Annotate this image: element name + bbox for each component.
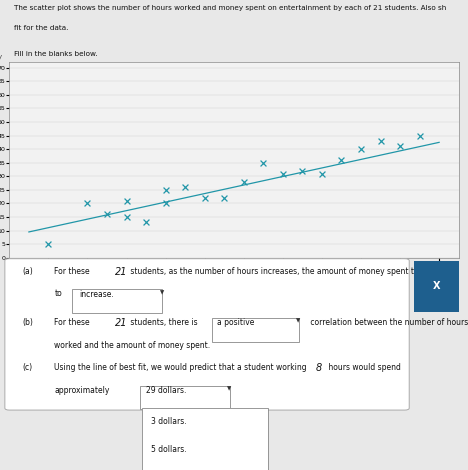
Text: (a): (a)	[23, 267, 34, 276]
Point	[377, 137, 384, 145]
Text: (c): (c)	[23, 363, 33, 372]
Point	[357, 145, 365, 153]
Text: y: y	[0, 55, 2, 61]
Text: fit for the data.: fit for the data.	[14, 25, 68, 31]
Point	[123, 197, 130, 204]
X-axis label: Number of hours worked: Number of hours worked	[187, 270, 281, 279]
Text: ▼: ▼	[296, 319, 300, 323]
Point	[162, 186, 169, 194]
Point	[84, 200, 91, 207]
Text: approximately: approximately	[54, 385, 110, 394]
Text: 21: 21	[115, 318, 127, 328]
Point	[162, 200, 169, 207]
Point	[318, 170, 326, 177]
Text: 21: 21	[115, 267, 127, 277]
Point	[142, 219, 150, 226]
Point	[220, 194, 228, 202]
Point	[123, 213, 130, 221]
Text: 3 dollars.: 3 dollars.	[151, 417, 187, 426]
Text: ▼: ▼	[227, 386, 232, 391]
Text: correlation between the number of hours: correlation between the number of hours	[308, 319, 468, 328]
Point	[416, 132, 424, 139]
Point	[182, 183, 189, 191]
Point	[279, 170, 286, 177]
Text: For these: For these	[54, 318, 92, 327]
Point	[201, 194, 208, 202]
Point	[338, 156, 345, 164]
FancyBboxPatch shape	[142, 436, 268, 463]
Text: ▼: ▼	[160, 290, 164, 296]
Text: a positive: a positive	[217, 319, 255, 328]
Text: increase.: increase.	[79, 290, 114, 299]
Text: For these: For these	[54, 267, 92, 276]
Point	[299, 167, 306, 175]
Point	[240, 178, 248, 186]
Text: students, as the number of hours increases, the amount of money spent tends: students, as the number of hours increas…	[128, 267, 433, 276]
FancyBboxPatch shape	[414, 261, 459, 312]
Text: 5 dollars.: 5 dollars.	[151, 445, 187, 454]
Point	[103, 211, 111, 218]
Point	[260, 159, 267, 166]
Text: hours would spend: hours would spend	[326, 363, 401, 372]
FancyBboxPatch shape	[142, 408, 268, 436]
Text: 8: 8	[316, 363, 322, 373]
Point	[396, 143, 404, 150]
Text: Using the line of best fit, we would predict that a student working: Using the line of best fit, we would pre…	[54, 363, 309, 372]
Text: X: X	[432, 282, 440, 291]
FancyBboxPatch shape	[139, 385, 229, 409]
Text: The scatter plot shows the number of hours worked and money spent on entertainme: The scatter plot shows the number of hou…	[14, 5, 446, 11]
Text: to: to	[54, 290, 62, 298]
Text: (b): (b)	[23, 318, 34, 327]
FancyBboxPatch shape	[72, 290, 162, 313]
FancyBboxPatch shape	[142, 463, 268, 470]
Text: worked and the amount of money spent.: worked and the amount of money spent.	[54, 341, 211, 350]
Point	[44, 240, 52, 248]
Text: Fill in the blanks below.: Fill in the blanks below.	[14, 51, 97, 57]
Text: students, there is: students, there is	[128, 318, 198, 327]
FancyBboxPatch shape	[212, 318, 299, 342]
FancyBboxPatch shape	[5, 258, 409, 410]
Text: 29 dollars.: 29 dollars.	[146, 386, 187, 395]
